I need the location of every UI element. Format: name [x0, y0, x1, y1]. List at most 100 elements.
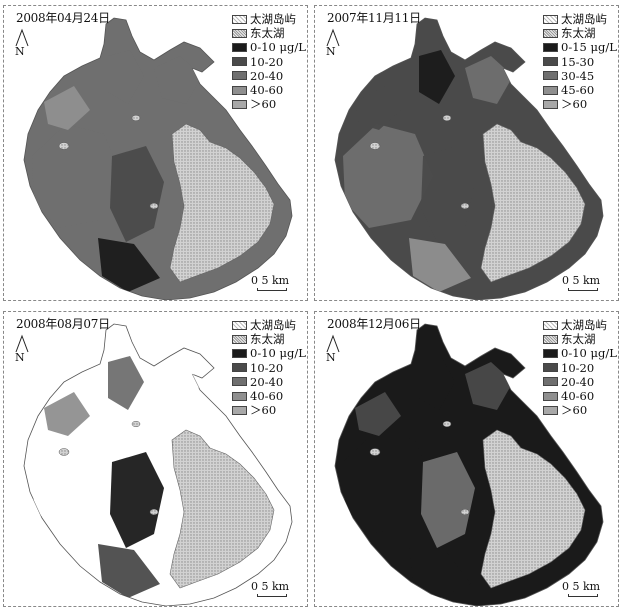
legend-swatch	[232, 405, 247, 415]
concentration-patch	[419, 50, 455, 104]
legend-label: 40-60	[250, 83, 284, 98]
scale-bar-line	[568, 288, 598, 291]
legend-entry: 45-60	[543, 83, 617, 97]
island	[369, 448, 381, 456]
legend-entry: ＞60	[232, 97, 306, 111]
scale-bar: 0 5 km	[251, 274, 289, 291]
legend-swatch	[232, 28, 247, 38]
east-taihu	[169, 429, 275, 589]
legend-label: 40-60	[561, 389, 595, 404]
map-panel-1: 2008年04月24日 N 太湖岛屿 东太湖 0-10 μg/L 10-20 20-40…	[3, 5, 308, 301]
concentration-patches	[343, 50, 513, 292]
concentration-patches	[32, 356, 202, 598]
legend-label: 0-10 μg/L	[250, 346, 306, 361]
scale-bar: 0 5 km	[251, 580, 290, 597]
north-arrow-icon: N	[324, 28, 342, 60]
legend-label: 20-40	[250, 68, 284, 83]
scale-bar-line	[257, 594, 287, 597]
lake-map	[23, 323, 293, 606]
legend-swatch	[232, 349, 247, 358]
legend-entry: 太湖岛屿	[232, 12, 306, 26]
legend-entry: 东太湖	[232, 26, 306, 40]
legend-swatch	[543, 71, 558, 81]
island	[460, 202, 470, 210]
legend-swatch	[543, 349, 558, 358]
legend-label: ＞60	[561, 403, 588, 418]
concentration-patch	[421, 452, 475, 548]
legend-entry: 太湖岛屿	[232, 318, 306, 332]
legend-label: ＞60	[561, 97, 588, 112]
panel-date: 2008年08月07日	[16, 317, 110, 331]
concentration-patch	[154, 56, 202, 104]
legend-label: 太湖岛屿	[561, 12, 607, 26]
legend-entry: 东太湖	[543, 26, 617, 40]
panel-date: 2007年11月11日	[327, 11, 421, 25]
map-panel-3: 2008年08月07日 N 太湖岛屿 东太湖 0-10 μg/L 10-20 20-40…	[3, 311, 308, 607]
legend: 太湖岛屿 东太湖 0-10 μg/L 10-20 20-40 40-60 ＞60	[232, 318, 306, 417]
scale-label: 0 5 km	[562, 274, 601, 287]
legend-label: 太湖岛屿	[250, 318, 296, 332]
legend-entry: 10-20	[543, 361, 617, 375]
legend-swatch	[232, 57, 247, 67]
legend-swatch	[543, 14, 558, 24]
scale-bar: 0 5 km	[562, 580, 600, 597]
legend-entry: 20-40	[543, 375, 617, 389]
legend-label: 20-40	[250, 374, 284, 389]
island	[131, 420, 141, 428]
legend-entry: 0-15 μg/L	[543, 40, 617, 54]
legend-entry: 0-10 μg/L	[232, 40, 306, 54]
legend-entry: ＞60	[543, 97, 617, 111]
legend-label: 东太湖	[250, 26, 285, 41]
concentration-patch	[98, 238, 160, 292]
legend-label: 20-40	[561, 374, 595, 389]
legend-label: 0-10 μg/L	[561, 346, 617, 361]
legend-swatch	[543, 377, 558, 387]
legend-entry: 40-60	[543, 389, 617, 403]
concentration-patch	[409, 544, 471, 598]
legend-swatch	[543, 43, 558, 52]
north-arrow-icon: N	[13, 28, 31, 60]
panel-date: 2008年04月24日	[16, 11, 110, 25]
legend-swatch	[232, 99, 247, 109]
legend-label: 10-20	[561, 360, 595, 375]
legend-entry: 40-60	[232, 83, 306, 97]
lake-map	[334, 323, 604, 606]
map-panel-2: 2007年11月11日 N 太湖岛屿 东太湖 0-15 μg/L 15-30 30-45…	[314, 5, 619, 301]
concentration-patch	[421, 146, 475, 242]
concentration-patch	[154, 362, 202, 410]
lake-map	[23, 17, 293, 300]
panel-date: 2008年12月06日	[327, 317, 421, 331]
legend-swatch	[543, 320, 558, 330]
legend-swatch	[232, 320, 247, 330]
legend-swatch	[232, 71, 247, 81]
concentration-patch	[409, 238, 471, 292]
concentration-patch	[98, 544, 160, 598]
legend-entry: 20-40	[232, 69, 306, 83]
legend-entry: 0-10 μg/L	[543, 346, 617, 360]
concentration-patch	[108, 356, 144, 410]
island	[131, 114, 141, 122]
legend-swatch	[232, 363, 247, 373]
legend-entry: 10-20	[232, 55, 306, 69]
legend-entry: ＞60	[543, 403, 617, 417]
concentration-patch	[32, 430, 122, 534]
concentration-patch	[343, 430, 433, 534]
concentration-patch	[110, 452, 164, 548]
concentration-patch	[465, 362, 513, 410]
east-taihu	[480, 429, 586, 589]
legend-swatch	[543, 391, 558, 401]
map-panel-4: 2008年12月06日 N 太湖岛屿 东太湖 0-10 μg/L 10-20 20-40…	[314, 311, 619, 607]
island	[149, 202, 159, 210]
concentration-patch	[110, 146, 164, 242]
legend-swatch	[543, 363, 558, 373]
north-label: N	[326, 351, 336, 364]
legend-swatch	[232, 14, 247, 24]
concentration-patch	[108, 50, 144, 104]
concentration-patch	[32, 124, 122, 228]
scale-label: 0 5 km	[251, 580, 290, 593]
lake-map	[334, 17, 604, 300]
legend-entry: 太湖岛屿	[543, 318, 617, 332]
legend-swatch	[232, 391, 247, 401]
north-label: N	[15, 45, 25, 58]
east-taihu	[169, 123, 275, 283]
